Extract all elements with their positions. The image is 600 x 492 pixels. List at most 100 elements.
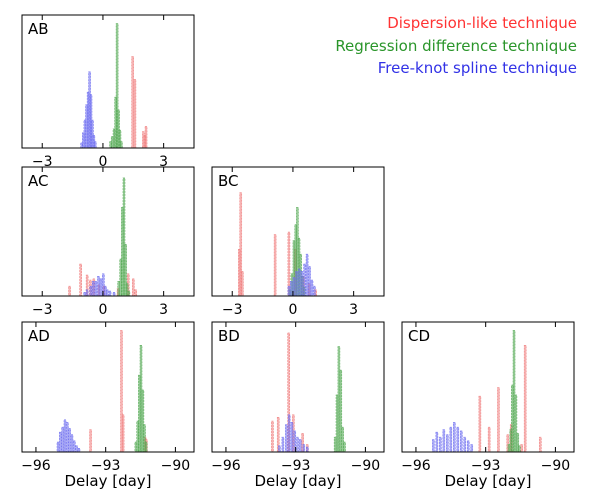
x-tick-label: −96 <box>401 458 431 474</box>
legend-dispersion: Dispersion-like technique <box>387 14 577 32</box>
bar-bc-spline-1 <box>290 280 293 297</box>
x-tick-label: −93 <box>471 458 501 474</box>
panel-frame <box>211 166 385 297</box>
x-tick-label: 3 <box>159 154 168 170</box>
series-regression <box>333 346 346 453</box>
bar-ab-dispersion-4 <box>144 126 148 149</box>
bar-ac-regression-0 <box>117 280 121 297</box>
bar-bc-spline-9 <box>310 279 314 297</box>
bar-ac-dispersion-2 <box>85 274 89 297</box>
x-axis-label-bd: Delay [day] <box>254 472 341 490</box>
bar-ab-spline-9 <box>93 141 97 149</box>
bar-ac-spline-10 <box>108 290 112 297</box>
bar-ac-spline-3 <box>91 280 95 297</box>
bar-cd-spline-6 <box>452 421 456 453</box>
bar-ab-regression-6 <box>118 129 122 149</box>
bar-ad-spline-0 <box>56 441 60 453</box>
bar-ad-spline-2 <box>61 426 64 453</box>
panel-ac: AC −3 0 3 <box>21 166 195 318</box>
bar-ac-dispersion-0 <box>68 285 71 297</box>
x-axis-label-ad: Delay [day] <box>64 472 151 490</box>
x-tick-label: −3 <box>32 302 53 318</box>
bar-bd-spline-8 <box>302 444 306 453</box>
x-tick-label: 0 <box>98 154 107 170</box>
x-tick-label: −90 <box>161 458 191 474</box>
bar-ad-spline-6 <box>70 434 74 453</box>
bar-ac-dispersion-9 <box>131 278 135 297</box>
bar-cd-spline-10 <box>466 440 470 453</box>
bar-ad-spline-7 <box>72 440 76 453</box>
bar-bc-spline-4 <box>298 268 301 297</box>
bar-ad-spline-8 <box>75 445 78 453</box>
bar-cd-dispersion-1 <box>487 426 491 453</box>
bar-ac-spline-0 <box>83 292 87 297</box>
bar-ad-spline-3 <box>63 419 67 453</box>
panel-frame <box>21 321 195 453</box>
panel-bc: BC −3 0 3 <box>211 166 385 318</box>
bar-bd-spline-7 <box>299 439 302 453</box>
bar-bc-dispersion-3 <box>273 234 277 297</box>
bar-ab-dispersion-0 <box>131 56 134 149</box>
bar-ac-spline-6 <box>99 278 103 297</box>
x-tick-label: −93 <box>91 458 121 474</box>
panel-label-ad: AD <box>28 327 50 345</box>
panel-bd: BD −96 −93 −90 <box>211 321 385 474</box>
bar-bd-spline-6 <box>296 436 299 453</box>
bar-bc-spline-10 <box>313 285 316 297</box>
legend-spline: Free-knot spline technique <box>378 59 577 77</box>
bar-bd-regression-5 <box>343 441 346 453</box>
series-regression <box>507 330 521 453</box>
bar-ac-spline-9 <box>106 289 109 297</box>
series-spline <box>287 253 316 297</box>
series-spline <box>432 421 474 453</box>
bar-ad-regression-6 <box>144 441 148 453</box>
x-axis-label-cd: Delay [day] <box>444 472 531 490</box>
bar-cd-dispersion-3 <box>506 434 510 453</box>
x-tick-label: 3 <box>159 302 168 318</box>
bar-bd-regression-4 <box>341 426 344 453</box>
bar-cd-spline-7 <box>456 426 460 453</box>
series-spline <box>80 71 97 149</box>
x-tick-label: −96 <box>211 458 241 474</box>
bar-cd-dispersion-7 <box>538 436 542 453</box>
x-tick-label: −90 <box>541 458 571 474</box>
bar-ac-spline-8 <box>104 285 107 297</box>
panel-frame <box>21 166 195 297</box>
series-spline <box>56 419 81 453</box>
bar-ad-spline-1 <box>59 431 62 453</box>
bar-cd-spline-5 <box>449 426 453 453</box>
panels: AB −3 0 3 AC −3 0 3 BC −3 0 3 AD −96 −93 −90 BD −96 −93 −90… <box>21 14 575 474</box>
bar-bd-spline-0 <box>278 445 281 453</box>
bar-cd-spline-11 <box>470 444 474 453</box>
x-tick-label: −96 <box>21 458 51 474</box>
x-tick-label: −3 <box>32 154 53 170</box>
bar-ab-regression-7 <box>120 141 123 149</box>
bar-ad-spline-9 <box>77 447 81 453</box>
bar-cd-dispersion-2 <box>497 387 500 453</box>
bar-ac-regression-6 <box>127 290 131 297</box>
bar-bd-spline-9 <box>305 446 309 453</box>
series-spline <box>278 414 309 453</box>
bar-cd-spline-0 <box>432 439 435 453</box>
bar-ac-spline-1 <box>85 289 89 297</box>
bar-ab-dispersion-1 <box>133 79 137 149</box>
bar-bd-dispersion-2 <box>287 332 291 453</box>
panel-label-ab: AB <box>28 20 49 38</box>
series-dispersion <box>131 56 148 149</box>
bar-bd-dispersion-0 <box>271 420 274 453</box>
bar-bd-regression-3 <box>339 369 343 453</box>
bar-cd-spline-2 <box>439 436 442 453</box>
x-tick-label: 3 <box>349 302 358 318</box>
bar-bc-spline-5 <box>300 271 304 297</box>
bar-bd-spline-2 <box>285 424 288 453</box>
bar-bd-spline-3 <box>287 414 291 453</box>
bar-cd-dispersion-6 <box>523 345 527 453</box>
bar-bc-spline-7 <box>305 253 309 297</box>
x-tick-label: −3 <box>222 302 243 318</box>
series-regression <box>134 345 148 453</box>
panel-ab: AB −3 0 3 <box>21 14 195 170</box>
bar-ad-dispersion-0 <box>89 429 92 453</box>
legend-regression: Regression difference technique <box>335 37 577 55</box>
series-regression <box>109 23 123 149</box>
bar-bc-dispersion-2 <box>241 271 244 297</box>
